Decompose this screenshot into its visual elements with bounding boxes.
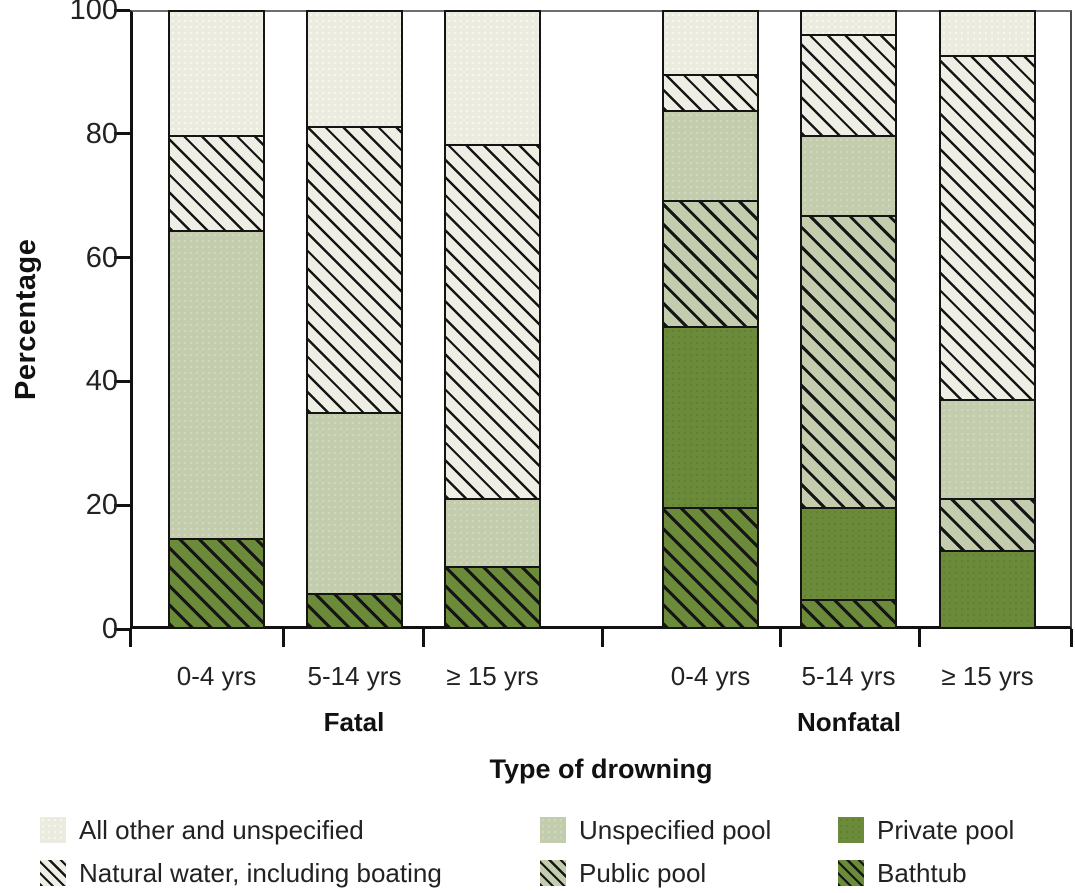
legend-swatch-light-green-hatch [540,860,566,886]
legend-label: Natural water, including boating [79,858,442,888]
legend-swatch-dark-green-hatch [838,860,864,886]
y-tick-label: 80 [85,117,118,150]
segment-light-green [308,411,401,594]
plot-area [130,10,1072,629]
x-category-label: 0-4 yrs [670,661,751,691]
y-tick-label: 40 [85,365,118,398]
segment-light-green-hatch [802,214,895,508]
segment-beige-hatch [170,135,263,231]
segment-beige-hatch [941,55,1034,400]
segment-light-green [941,399,1034,498]
x-tick [128,629,132,647]
segment-beige-hatch [446,144,539,498]
legend-item: Public pool [540,858,706,888]
segment-beige [802,12,895,34]
x-tick [778,629,782,647]
segment-dark-green [802,507,895,600]
stacked-bar-fatal-2 [444,10,541,629]
x-category-label: 5-14 yrs [801,661,896,691]
segment-beige [308,12,401,126]
legend-label: Bathtub [877,858,967,888]
legend-item: All other and unspecified [40,815,364,845]
segment-beige [664,12,757,74]
segment-dark-green [941,550,1034,627]
legend-swatch-beige-hatch [40,860,66,886]
stacked-bar-fatal-1 [306,10,403,629]
segment-light-green [802,135,895,215]
segment-beige [170,12,263,135]
segment-dark-green-hatch [170,537,263,627]
x-tick [281,629,285,647]
segment-dark-green-hatch [664,507,757,627]
y-axis-title: Percentage [10,238,42,401]
segment-beige [446,12,539,145]
segment-dark-green-hatch [802,599,895,627]
x-tick [1069,629,1073,647]
legend-label: Public pool [579,858,707,888]
segment-light-green [664,110,757,200]
y-tick-label: 100 [69,0,118,26]
legend-item: Bathtub [838,858,967,888]
stacked-bar-fatal-0 [168,10,265,629]
group-label-fatal: Fatal [323,707,385,737]
segment-light-green [170,230,263,538]
legend-item: Private pool [838,815,1014,845]
y-tick [114,503,130,507]
segment-dark-green [664,325,757,508]
y-tick [114,132,130,136]
segment-beige-hatch [802,33,895,135]
x-category-label: ≥ 15 yrs [446,661,539,691]
legend-item: Natural water, including boating [40,858,442,888]
x-tick [917,629,921,647]
y-tick [114,379,130,383]
x-category-label: 0-4 yrs [176,661,257,691]
segment-light-green-hatch [941,497,1034,551]
legend-swatch-light-green [540,817,566,843]
stacked-bar-nonfatal-0 [662,10,759,629]
y-tick [114,627,130,631]
stacked-bar-nonfatal-2 [939,10,1036,629]
x-axis-title: Type of drowning [489,754,713,784]
legend-swatch-beige [40,817,66,843]
x-category-label: ≥ 15 yrs [941,661,1034,691]
segment-beige-hatch [308,125,401,412]
segment-dark-green-hatch [446,565,539,627]
stacked-bar-nonfatal-1 [800,10,897,629]
segment-dark-green-hatch [308,593,401,627]
y-tick-label: 20 [85,489,118,522]
segment-beige-hatch [664,73,757,111]
segment-light-green-hatch [664,199,757,326]
legend-item: Unspecified pool [540,815,771,845]
legend-label: Unspecified pool [579,815,772,845]
legend-swatch-dark-green [838,817,864,843]
segment-light-green [446,497,539,566]
legend-label: Private pool [877,815,1015,845]
segment-beige [941,12,1034,56]
x-tick [600,629,604,647]
y-tick-label: 60 [85,241,118,274]
y-tick-label: 0 [101,613,118,645]
group-label-nonfatal: Nonfatal [797,707,901,737]
legend-label: All other and unspecified [79,815,364,845]
x-tick [421,629,425,647]
y-tick [114,256,130,260]
x-category-label: 5-14 yrs [307,661,402,691]
y-tick [114,8,130,12]
